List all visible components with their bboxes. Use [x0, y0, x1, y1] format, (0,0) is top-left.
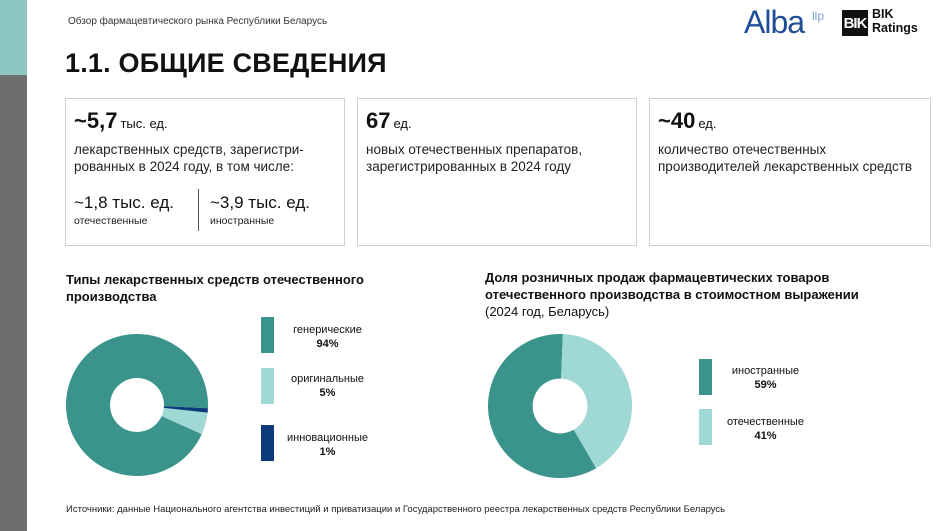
source-note: Источники: данные Национального агентств…: [66, 504, 726, 515]
legend1-item-original: оригинальные 5%: [280, 372, 375, 400]
stat-value: ~40 ед.: [658, 108, 716, 134]
bik-logo-mark: BIK: [842, 10, 868, 36]
sub-stat-value: ~3,9 тыс. ед.: [210, 193, 310, 212]
sub-stat-value: ~1,8 тыс. ед.: [74, 193, 174, 212]
legend-value: 94%: [316, 338, 339, 350]
stat-number: 67: [366, 108, 391, 133]
legend2-item-domestic: отечественные 41%: [718, 415, 813, 443]
sub-stat-divider: [198, 189, 199, 231]
legend-value: 1%: [319, 446, 336, 458]
chart2-title: Доля розничных продаж фармацевтических т…: [485, 270, 859, 302]
alba-logo-suffix: llp: [812, 9, 825, 23]
slice-domestic: [560, 334, 632, 469]
stat-number: ~40: [658, 108, 696, 133]
sub-stat-foreign: ~3,9 тыс. ед. иностранные: [210, 193, 310, 227]
bik-logo-text: BIK Ratings: [872, 7, 918, 35]
document-subtitle: Обзор фармацевтического рынка Республики…: [68, 16, 328, 27]
legend2-swatch-foreign: [699, 359, 712, 395]
bik-logo-line2: Ratings: [872, 21, 918, 35]
legend-label: оригинальные: [291, 373, 364, 385]
stat-value: ~5,7 тыс. ед.: [74, 108, 168, 134]
stat-unit: ед.: [393, 116, 412, 131]
legend2-item-foreign: иностранные 59%: [718, 364, 813, 392]
legend-label: иностранные: [731, 365, 800, 377]
legend1-swatch-innovative: [261, 425, 274, 461]
stat-description: количество отечественных производителей …: [658, 142, 913, 174]
page-title: 1.1. ОБЩИЕ СВЕДЕНИЯ: [65, 48, 387, 78]
legend1-item-generic: генерические 94%: [280, 323, 375, 351]
donut-hole: [110, 378, 164, 432]
chart2-donut: [488, 334, 632, 478]
legend-label: инновационные: [287, 432, 368, 444]
donut-hole: [532, 378, 588, 434]
stat-card-manufacturers: ~40 ед. количество отечественных производ…: [649, 98, 931, 246]
stat-card-registered: ~5,7 тыс. ед. лекарственных средств, заре…: [65, 98, 345, 246]
side-accent-bottom: [0, 75, 27, 531]
alba-logo: Alba: [744, 4, 805, 40]
stat-number: ~5,7: [74, 108, 118, 133]
stat-value: 67 ед.: [366, 108, 412, 134]
bik-logo-line1: BIK: [872, 7, 894, 21]
chart1-title: Типы лекарственных средств отечественног…: [66, 272, 364, 304]
sub-stat-label: иностранные: [210, 215, 275, 227]
legend-value: 5%: [319, 387, 336, 399]
side-accent-top: [0, 0, 27, 75]
legend-value: 41%: [754, 430, 777, 442]
chart2-subtitle: (2024 год, Беларусь): [485, 304, 610, 319]
stat-description: новых отечественных препаратов, зарегист…: [366, 142, 583, 174]
stat-description: лекарственных средств, зарегистри-рованн…: [74, 142, 304, 174]
legend1-item-innovative: инновационные 1%: [280, 431, 375, 459]
bik-logo-mark-text: BIK: [843, 14, 868, 32]
sub-stat-domestic: ~1,8 тыс. ед. отечественные: [74, 193, 174, 227]
legend-label: генерические: [293, 324, 362, 336]
legend-value: 59%: [754, 379, 777, 391]
legend2-swatch-domestic: [699, 409, 712, 445]
legend-label: отечественные: [727, 416, 804, 428]
stat-card-new-drugs: 67 ед. новых отечественных препаратов, за…: [357, 98, 637, 246]
sub-stat-label: отечественные: [74, 215, 148, 227]
stat-unit: ед.: [698, 116, 717, 131]
legend1-swatch-original: [261, 368, 274, 404]
stat-unit: тыс. ед.: [120, 116, 168, 131]
legend1-swatch-generic: [261, 317, 274, 353]
chart1-donut: [66, 334, 208, 476]
